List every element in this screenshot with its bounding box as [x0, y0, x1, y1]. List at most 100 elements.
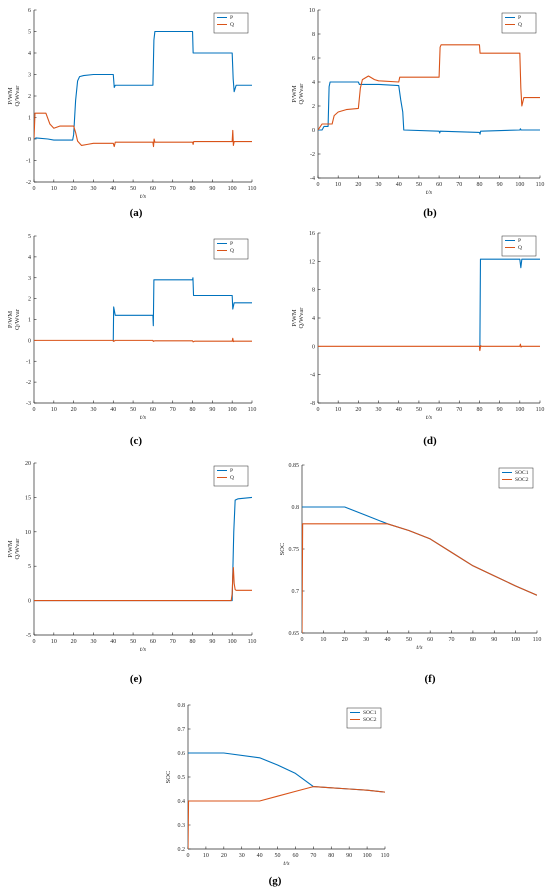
x-tick-label-e: 60 — [150, 639, 156, 645]
y-tick-label-g: 0.6 — [178, 751, 186, 757]
y-tick-label-c: -3 — [26, 401, 31, 407]
x-tick-label-a: 20 — [71, 186, 77, 192]
y-tick-label-b: -2 — [310, 152, 315, 158]
chart-panel-a: 0 10 20 30 40 50 60 70 80 90 100 110 -2 -1 0 1 2 3 4 5 6 t/s P… — [0, 0, 275, 210]
legend-label-e: Q — [230, 475, 234, 481]
x-tick-label-c: 40 — [110, 407, 116, 413]
x-axis-label-e: t/s — [140, 646, 147, 653]
x-tick-label-b: 10 — [335, 182, 341, 188]
y-tick-label-e: 10 — [25, 530, 31, 536]
series-line-soc1-g — [188, 752, 385, 793]
y-tick-label-g: 0.7 — [178, 727, 186, 733]
x-tick-label-e: 100 — [228, 639, 237, 645]
caption-b: (b) — [423, 207, 437, 219]
x-tick-label-b: 20 — [355, 182, 361, 188]
x-tick-label-g: 70 — [310, 853, 316, 859]
x-tick-label-g: 40 — [257, 853, 263, 859]
x-tick-label-d: 0 — [317, 407, 320, 413]
y-tick-label-a: 2 — [28, 94, 31, 100]
y-tick-label-f: 0.65 — [289, 631, 300, 637]
x-tick-label-e: 70 — [170, 639, 176, 645]
x-tick-label-b: 50 — [416, 182, 422, 188]
x-tick-label-g: 110 — [381, 853, 390, 859]
y-tick-label-c: -2 — [26, 380, 31, 386]
legend-label-f: SOC1 — [515, 470, 529, 476]
y-tick-label-a: 5 — [28, 30, 31, 36]
series-line-p-d — [478, 258, 540, 351]
x-tick-label-a: 90 — [209, 186, 215, 192]
y-tick-label-c: 4 — [28, 255, 31, 261]
chart-panel-d: 0 10 20 30 40 50 60 70 80 90 100 110 -8 -4 0 4 8 12 16 t/s P… — [275, 228, 550, 438]
x-tick-label-d: 60 — [436, 407, 442, 413]
legend-label-a: Q — [230, 22, 234, 28]
x-tick-label-f: 40 — [384, 637, 390, 643]
x-tick-label-c: 90 — [209, 407, 215, 413]
x-tick-label-e: 10 — [51, 639, 57, 645]
y-tick-label-e: 15 — [25, 495, 31, 501]
x-tick-label-g: 0 — [187, 853, 190, 859]
y-tick-label-b: 6 — [312, 56, 315, 62]
x-tick-label-b: 80 — [476, 182, 482, 188]
x-tick-label-a: 100 — [228, 186, 237, 192]
x-tick-label-e: 110 — [248, 639, 257, 645]
chart-svg-g: 0 10 20 30 40 50 60 70 80 90 100 110 0.2 0.3 0.4 0.5 0.6… — [165, 703, 390, 867]
caption-c: (c) — [129, 435, 143, 447]
y-tick-label-a: -2 — [26, 180, 31, 186]
x-tick-label-g: 50 — [275, 853, 281, 859]
series-line-p-b — [318, 81, 540, 135]
y-tick-label-e: 20 — [25, 461, 31, 467]
y-tick-label-d: 8 — [312, 288, 315, 294]
x-tick-label-g: 60 — [292, 853, 298, 859]
x-tick-label-g: 10 — [203, 853, 209, 859]
x-tick-label-e: 30 — [90, 639, 96, 645]
y-tick-label-c: 0 — [28, 338, 31, 344]
x-tick-label-b: 70 — [456, 182, 462, 188]
x-tick-label-b: 110 — [536, 182, 545, 188]
legend-label-f: SOC2 — [515, 477, 529, 483]
x-tick-label-c: 0 — [33, 407, 36, 413]
series-line-soc2-f — [302, 523, 537, 633]
x-tick-label-c: 70 — [170, 407, 176, 413]
chart-panel-e: 0 10 20 30 40 50 60 70 80 90 100 110 -5 0 5 10 15 20 t/s P/… — [0, 455, 275, 665]
legend-label-g: SOC1 — [363, 710, 377, 716]
y-tick-label-a: 1 — [28, 116, 31, 122]
y-tick-label-a: -1 — [26, 159, 31, 165]
y-axis-label-e: P/WMQ/Wvar — [7, 538, 21, 560]
y-tick-label-d: -8 — [310, 401, 315, 407]
x-axis-label-g: t/s — [283, 860, 290, 867]
y-tick-label-d: 0 — [312, 344, 315, 350]
chart-svg-d: 0 10 20 30 40 50 60 70 80 90 100 110 -8 -4 0 4 8 12 16 t/s P… — [291, 231, 544, 421]
y-tick-label-c: 1 — [28, 318, 31, 324]
y-tick-label-a: 0 — [28, 137, 31, 143]
y-tick-label-f: 0.7 — [292, 589, 300, 595]
x-tick-label-g: 100 — [363, 853, 372, 859]
x-tick-label-a: 60 — [150, 186, 156, 192]
series-line-p-a — [34, 30, 252, 141]
y-tick-label-c: 5 — [28, 234, 31, 240]
x-tick-label-f: 20 — [342, 637, 348, 643]
legend-label-b: P — [518, 15, 521, 21]
x-axis-label-b: t/s — [426, 189, 433, 196]
chart-panel-f: 0 10 20 30 40 50 60 70 80 90 100 110 0.65 0.7 0.75 0.8 0… — [275, 455, 550, 665]
x-tick-label-g: 80 — [328, 853, 334, 859]
y-tick-label-b: 2 — [312, 104, 315, 110]
y-tick-label-f: 0.85 — [289, 463, 300, 469]
legend-label-g: SOC2 — [363, 717, 377, 723]
x-tick-label-c: 10 — [51, 407, 57, 413]
chart-panel-c: 0 10 20 30 40 50 60 70 80 90 100 110 -3 -2 -1 0 1 2 3 4 5 t/s… — [0, 228, 275, 438]
y-tick-label-f: 0.75 — [289, 547, 300, 553]
x-tick-label-f: 100 — [511, 637, 520, 643]
x-tick-label-d: 40 — [396, 407, 402, 413]
x-tick-label-f: 30 — [363, 637, 369, 643]
x-tick-label-b: 30 — [376, 182, 382, 188]
series-line-soc2-g — [188, 786, 385, 849]
x-tick-label-d: 100 — [515, 407, 524, 413]
x-tick-label-a: 50 — [130, 186, 136, 192]
x-tick-label-c: 30 — [90, 407, 96, 413]
y-axis-label-a: P/WMQ/Wvar — [7, 85, 21, 107]
x-tick-label-a: 110 — [248, 186, 257, 192]
y-tick-label-d: 16 — [309, 231, 315, 237]
x-tick-label-f: 80 — [470, 637, 476, 643]
y-tick-label-a: 4 — [28, 51, 31, 57]
x-tick-label-f: 90 — [491, 637, 497, 643]
